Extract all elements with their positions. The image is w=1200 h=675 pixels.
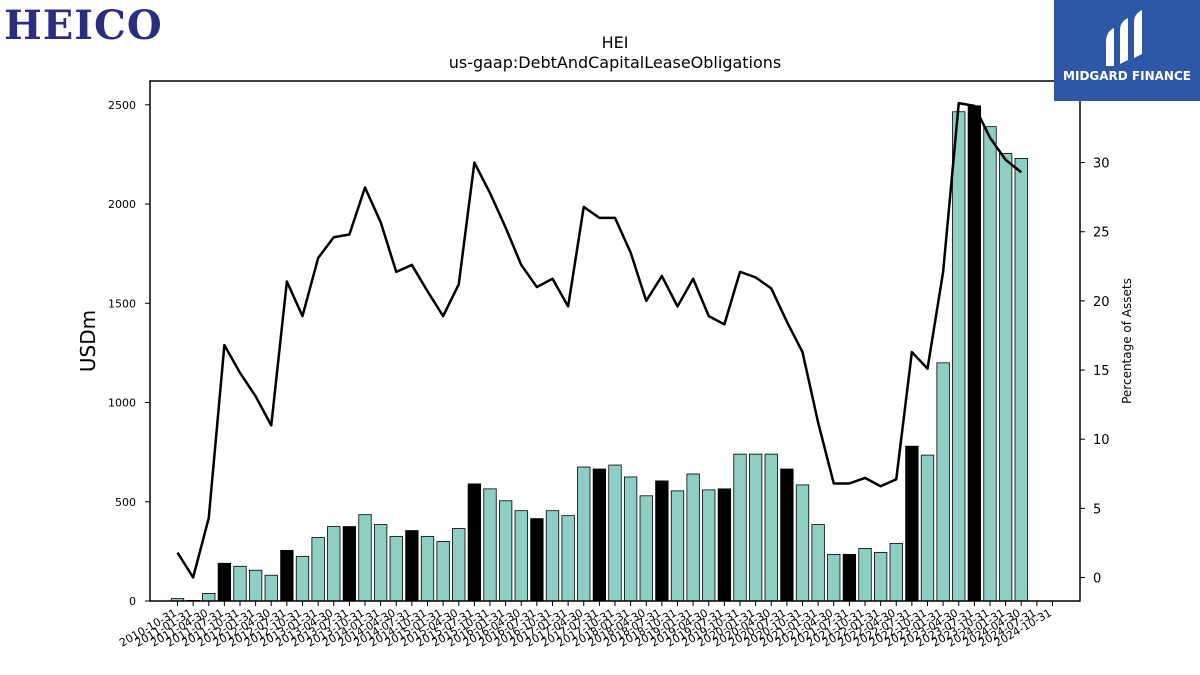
bar	[858, 548, 872, 602]
bar	[530, 518, 544, 602]
bar	[733, 453, 747, 602]
y2-tick-label: 5	[1093, 502, 1101, 517]
y-tick-label: 1000	[108, 397, 136, 410]
bar	[389, 536, 403, 602]
bar	[764, 453, 778, 602]
bar	[983, 126, 997, 602]
bar	[998, 153, 1013, 602]
bar	[952, 111, 966, 602]
bar	[686, 473, 700, 602]
bar	[967, 105, 982, 602]
y2-tick-label: 10	[1093, 433, 1110, 448]
bar	[264, 574, 278, 602]
bar	[545, 510, 560, 602]
midgard-finance-logo: MIDGARD FINANCE	[1054, 0, 1200, 101]
bar	[202, 593, 216, 602]
bar	[280, 549, 294, 602]
bar	[514, 510, 528, 602]
bar	[702, 489, 716, 602]
plot-area: 050010001500200025000510152025302010-10-…	[108, 80, 1110, 650]
bar	[483, 488, 497, 602]
bar	[405, 530, 419, 602]
midgard-finance-brand: MIDGARD FINANCE	[1063, 69, 1191, 83]
bar	[780, 468, 794, 602]
chart-subtitle: us-gaap:DebtAndCapitalLeaseObligations	[449, 53, 782, 72]
bar	[577, 466, 591, 602]
y-tick-label: 500	[115, 496, 136, 509]
bar	[873, 551, 888, 602]
bar	[311, 537, 325, 602]
bar	[498, 500, 513, 602]
y2-axis-label: Percentage of Assets	[1120, 278, 1134, 404]
bar	[342, 526, 357, 602]
bar	[467, 483, 482, 602]
bar	[608, 464, 622, 602]
bar	[936, 362, 950, 602]
y2-tick-label: 0	[1093, 571, 1101, 586]
bar	[420, 536, 435, 602]
chart-title: HEI	[602, 33, 629, 52]
y2-tick-label: 30	[1093, 157, 1110, 172]
bar	[233, 565, 247, 602]
bar	[623, 476, 638, 602]
y2-tick-label: 25	[1093, 226, 1110, 241]
bar	[795, 484, 810, 602]
midgard-mark-icon	[1106, 10, 1142, 66]
y-axis-label: USDm	[76, 310, 100, 372]
bar	[295, 555, 310, 602]
y-tick-label: 0	[129, 595, 136, 608]
bar	[827, 553, 841, 602]
bar	[842, 553, 857, 602]
y-tick-label: 2000	[108, 198, 136, 211]
bar	[717, 488, 732, 602]
bar	[373, 524, 388, 602]
bar	[655, 480, 669, 602]
bar	[217, 562, 232, 602]
bar	[670, 490, 685, 602]
bar	[920, 454, 935, 602]
bar	[748, 453, 763, 602]
bar	[889, 543, 903, 602]
bar	[811, 524, 825, 602]
bar	[561, 515, 575, 602]
y-tick-label: 2500	[108, 99, 136, 112]
bar	[358, 514, 372, 602]
y-tick-label: 1500	[108, 297, 136, 310]
series-line	[176, 101, 1023, 579]
y2-tick-label: 15	[1093, 364, 1110, 379]
heico-logo: HEICO	[4, 2, 163, 49]
bar	[905, 445, 919, 602]
bar	[592, 468, 607, 602]
bar	[436, 541, 450, 602]
bar	[452, 528, 466, 602]
y2-tick-label: 20	[1093, 295, 1110, 310]
bar	[639, 495, 653, 602]
bar	[1014, 157, 1028, 602]
bar	[248, 569, 263, 602]
bar	[327, 526, 341, 602]
